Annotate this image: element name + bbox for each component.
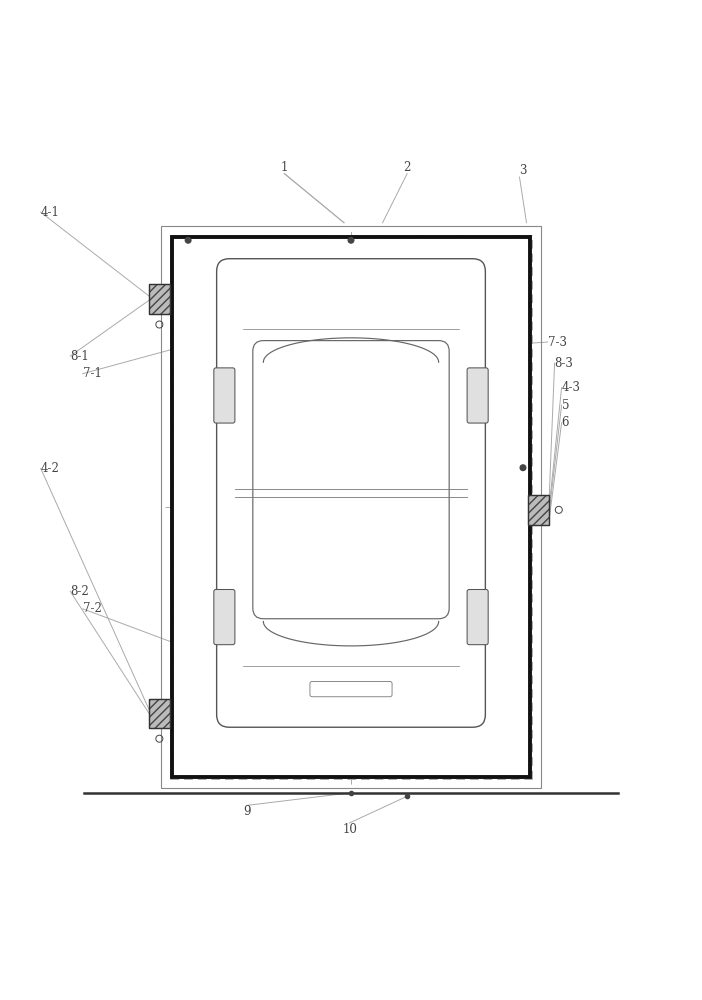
Bar xyxy=(149,284,170,314)
Text: 4-2: 4-2 xyxy=(41,462,60,475)
Text: 8-2: 8-2 xyxy=(70,585,89,598)
Circle shape xyxy=(348,237,354,243)
Text: 2: 2 xyxy=(404,161,411,174)
Bar xyxy=(528,495,549,525)
FancyBboxPatch shape xyxy=(214,368,235,423)
Bar xyxy=(149,699,170,728)
Text: 6: 6 xyxy=(562,416,569,429)
Bar xyxy=(528,495,549,525)
Bar xyxy=(161,226,541,788)
Text: 9: 9 xyxy=(244,805,251,818)
Text: 5: 5 xyxy=(562,399,569,412)
FancyBboxPatch shape xyxy=(214,589,235,645)
Text: 4-1: 4-1 xyxy=(41,206,60,219)
Bar xyxy=(149,699,170,728)
Circle shape xyxy=(520,465,526,471)
Bar xyxy=(172,237,530,777)
Text: 7-2: 7-2 xyxy=(83,602,102,615)
Text: 1: 1 xyxy=(281,161,288,174)
Text: 8-3: 8-3 xyxy=(555,357,574,370)
FancyBboxPatch shape xyxy=(467,368,488,423)
FancyBboxPatch shape xyxy=(217,259,485,727)
Text: 7-1: 7-1 xyxy=(83,367,102,380)
Bar xyxy=(149,284,170,314)
Text: 10: 10 xyxy=(342,823,357,836)
Text: 4-3: 4-3 xyxy=(562,381,581,394)
Text: 8-1: 8-1 xyxy=(70,350,89,363)
FancyBboxPatch shape xyxy=(253,341,449,619)
Circle shape xyxy=(185,237,191,243)
Text: 3: 3 xyxy=(519,164,527,177)
Text: 7-3: 7-3 xyxy=(548,336,567,349)
FancyBboxPatch shape xyxy=(467,589,488,645)
